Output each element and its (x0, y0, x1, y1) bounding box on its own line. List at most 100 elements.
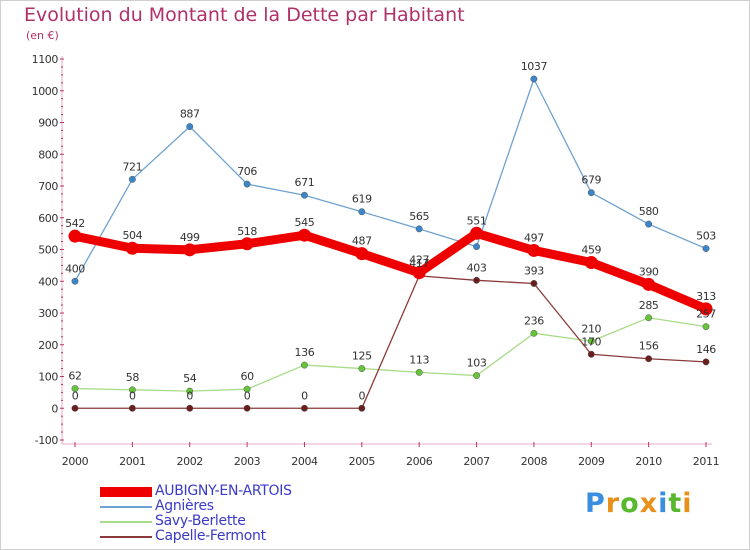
data-label: 542 (65, 217, 85, 230)
data-label: 487 (352, 235, 372, 248)
data-point (358, 208, 366, 216)
logo-letter: o (620, 488, 640, 519)
legend-label-capelle: Capelle-Fermont (155, 528, 266, 544)
data-point (186, 404, 194, 412)
y-tick-label: 800 (38, 148, 58, 161)
series-line (74, 275, 707, 409)
data-point (358, 404, 366, 412)
data-label: 400 (65, 262, 85, 275)
data-label: 499 (180, 231, 200, 244)
legend-swatch-savy (100, 521, 152, 523)
data-point (699, 302, 713, 316)
logo-letter: i (658, 488, 669, 519)
y-tick-label: 700 (38, 180, 58, 193)
series-line (70, 228, 711, 314)
data-label: 721 (122, 160, 142, 173)
data-label: 887 (180, 108, 200, 121)
series-line (74, 78, 707, 282)
x-tick-label: 2005 (349, 455, 376, 468)
data-point (71, 277, 79, 285)
data-point (186, 387, 194, 395)
x-tick-label: 2002 (177, 455, 203, 468)
data-point (68, 229, 82, 243)
data-label: 1037 (521, 60, 548, 73)
data-point (587, 337, 595, 345)
data-label: 706 (237, 165, 257, 178)
data-label: 313 (696, 290, 716, 303)
data-point (642, 277, 656, 291)
data-point (415, 368, 423, 376)
data-label: 390 (639, 265, 659, 278)
y-tick-label: 300 (38, 307, 58, 320)
y-tick-label: 1000 (32, 85, 59, 98)
data-point (243, 385, 251, 393)
data-point (645, 314, 653, 322)
data-label: 504 (122, 229, 142, 242)
data-point (355, 247, 369, 261)
data-point (473, 243, 480, 251)
data-label: 136 (295, 346, 315, 359)
data-point (702, 245, 710, 252)
data-point (530, 329, 538, 337)
data-point (587, 189, 595, 197)
data-label: 0 (359, 389, 366, 402)
data-label: 285 (639, 299, 659, 312)
data-label: 619 (352, 193, 372, 206)
data-point (301, 404, 308, 412)
data-label: 62 (68, 370, 81, 383)
logo-letter: r (605, 488, 621, 519)
data-label: 580 (639, 205, 659, 218)
data-label: 0 (129, 389, 136, 402)
data-label: 236 (524, 314, 544, 327)
data-point (584, 256, 598, 270)
data-label: 257 (696, 308, 716, 321)
data-point (358, 365, 366, 373)
y-tick-label: 0 (51, 402, 58, 415)
logo-letter: x (639, 488, 659, 519)
y-tick-label: 1100 (32, 53, 59, 66)
legend-swatch-agnieres (100, 506, 152, 508)
y-tick-label: -100 (35, 434, 59, 447)
data-label: 427 (409, 254, 429, 267)
logo-letter: t (668, 488, 683, 519)
data-point (297, 228, 311, 242)
legend-label-savy: Savy-Berlette (155, 513, 246, 529)
data-label: 0 (186, 389, 193, 402)
data-point (645, 355, 653, 363)
y-tick-label: 600 (38, 212, 58, 225)
y-tick-label: 900 (38, 117, 58, 130)
series-line (74, 317, 707, 392)
data-label: 0 (72, 389, 79, 402)
chart-title: Evolution du Montant de la Dette par Hab… (24, 4, 465, 26)
x-tick-label: 2008 (521, 455, 548, 468)
y-tick-label: 400 (38, 275, 58, 288)
data-point (702, 358, 710, 366)
logo-letter: i (682, 488, 693, 519)
data-label: 518 (237, 225, 257, 238)
y-tick-label: 100 (38, 371, 58, 384)
data-point (128, 386, 136, 394)
x-tick-label: 2003 (234, 455, 261, 468)
x-tick-label: 2011 (693, 455, 719, 468)
x-tick-label: 2010 (635, 455, 662, 468)
x-tick-label: 2007 (463, 455, 490, 468)
logo-letter: P (585, 488, 606, 519)
data-point (243, 404, 251, 412)
data-point (240, 237, 254, 251)
data-label: 551 (467, 214, 487, 227)
data-point (128, 404, 136, 412)
data-label: 0 (244, 389, 251, 402)
data-point (530, 280, 538, 287)
y-tick-label: 500 (38, 244, 58, 257)
data-point (412, 266, 426, 280)
data-label: 170 (581, 335, 601, 348)
x-tick-label: 2004 (291, 455, 318, 468)
data-label: 497 (524, 231, 544, 244)
data-point (415, 225, 423, 233)
y-tick-label: 200 (38, 339, 58, 352)
data-point (71, 385, 79, 393)
data-label: 679 (581, 174, 601, 187)
data-point (183, 243, 197, 257)
data-point (530, 75, 538, 83)
